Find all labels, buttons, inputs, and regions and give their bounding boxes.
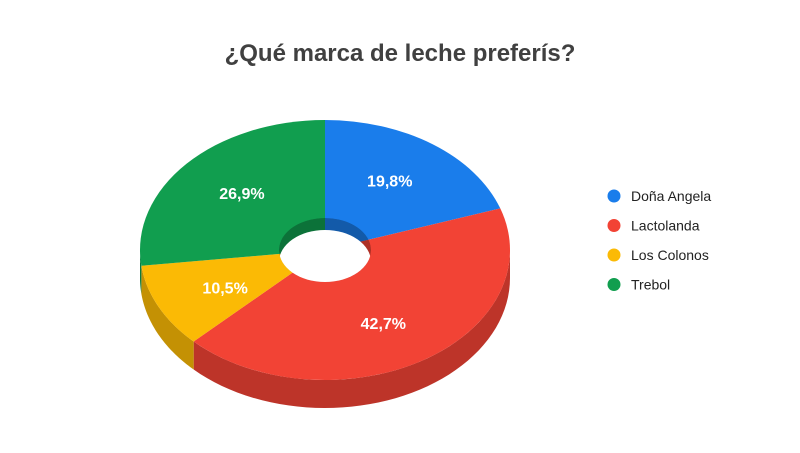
legend-swatch	[607, 219, 621, 232]
chart-title: ¿Qué marca de leche preferís?	[224, 40, 576, 67]
legend-swatch	[607, 248, 621, 262]
slice-side-los-colonos	[141, 265, 194, 370]
slice-trebol[interactable]	[140, 120, 325, 266]
slice-label-los-colonos: 10,5%	[202, 280, 247, 297]
legend-label: Lactolanda	[631, 218, 700, 234]
legend-label: Trebol	[631, 277, 670, 293]
slice-sides	[140, 250, 510, 408]
slice-side-lactolanda	[193, 250, 510, 408]
slice-los-colonos[interactable]	[141, 250, 325, 342]
slice-dona-angela[interactable]	[325, 120, 501, 250]
slice-labels: 19,8% 42,7% 10,5% 26,9%	[202, 173, 412, 333]
legend-item-lactolanda[interactable]: Lactolanda	[607, 218, 700, 234]
slice-tops	[140, 120, 511, 381]
legend-item-los-colonos[interactable]: Los Colonos	[607, 247, 709, 263]
legend-item-dona-angela[interactable]: Doña Angela	[607, 188, 712, 204]
slice-label-dona-angela: 19,8%	[367, 173, 412, 190]
legend-swatch	[607, 189, 621, 203]
slice-label-lactolanda: 42,7%	[361, 316, 406, 333]
legend-swatch	[607, 278, 621, 291]
slice-side-trebol	[140, 250, 142, 294]
legend-label: Los Colonos	[631, 247, 709, 263]
legend-label: Doña Angela	[631, 188, 711, 204]
legend-item-trebol[interactable]: Trebol	[607, 277, 671, 293]
slice-label-trebol: 26,9%	[219, 186, 264, 203]
slice-lactolanda[interactable]	[193, 208, 511, 381]
legend: Doña Angela Lactolanda Los Colonos Trebol	[607, 188, 712, 293]
